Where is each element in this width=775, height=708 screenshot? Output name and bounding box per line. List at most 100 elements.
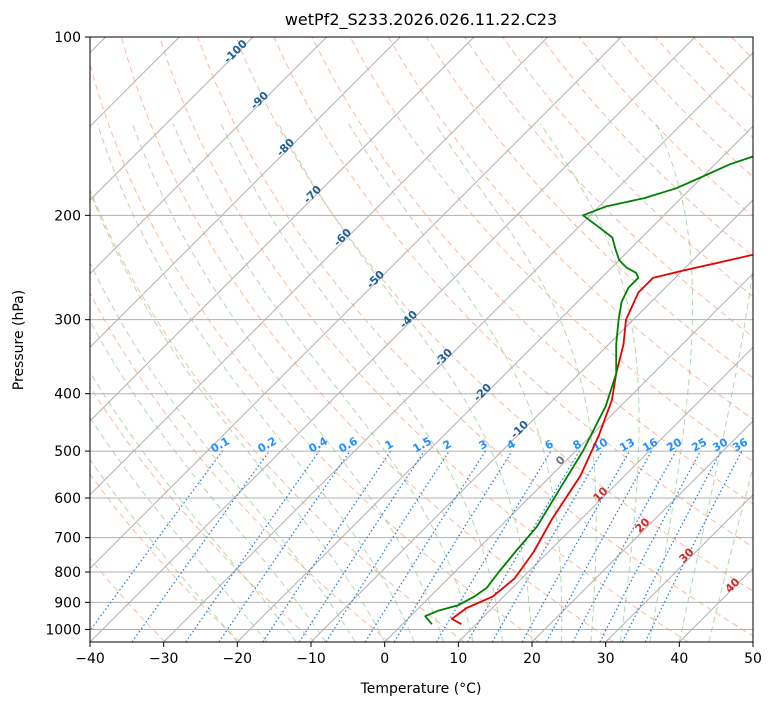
moist-adiabat-line <box>131 123 445 642</box>
dry-adiabat-line <box>90 62 540 642</box>
x-tick-label: 30 <box>597 651 615 667</box>
y-axis-label: Pressure (hPa) <box>11 290 27 390</box>
y-tick-label: 400 <box>54 387 81 403</box>
isotherm-line <box>605 493 753 642</box>
mixing-ratio-line <box>572 450 677 642</box>
mixing-ratio-line <box>298 450 425 642</box>
moist-adiabat-line <box>220 123 503 642</box>
mixing-ratio-label: 3 <box>477 437 490 452</box>
x-tick-label: −40 <box>75 651 105 667</box>
x-tick-label: 40 <box>670 651 688 667</box>
isotherm-label: 40 <box>723 575 743 595</box>
profile-lines <box>424 155 753 625</box>
dry-adiabat-line <box>464 37 753 338</box>
isotherm-line <box>678 567 753 642</box>
isotherm-line <box>310 199 753 642</box>
isotherm-label: 30 <box>677 545 697 565</box>
moist-adiabat-line <box>172 123 474 642</box>
mixing-ratio-label: 0.1 <box>209 434 232 455</box>
dry-adiabat-line <box>159 37 689 642</box>
x-tick-label: 50 <box>744 651 762 667</box>
isotherm-line <box>236 125 753 642</box>
x-tick-label: 20 <box>523 651 541 667</box>
isotherm-line <box>163 51 753 642</box>
y-tick-label: 100 <box>54 30 81 46</box>
mixing-ratio-line <box>218 450 351 642</box>
y-tick-label: 500 <box>54 444 81 460</box>
dry-adiabat-line <box>387 37 753 420</box>
y-tick-label: 700 <box>54 531 81 547</box>
chart-title: wetPf2_S233.2026.026.11.22.C23 <box>285 10 557 30</box>
mixing-ratio-line <box>185 450 320 642</box>
x-tick-label: −20 <box>223 651 253 667</box>
isotherm-line <box>90 37 549 496</box>
y-tick-label: 600 <box>54 491 81 507</box>
dry-adiabat-line <box>90 385 316 642</box>
mixing-ratio-line <box>521 450 631 642</box>
isotherm-label: -90 <box>248 89 271 112</box>
isotherm-line <box>90 37 401 349</box>
mixing-ratio-label: 1.5 <box>411 434 434 455</box>
x-axis-ticks: −40 −30 −20 −10 0 10 20 30 40 50 <box>75 642 762 667</box>
isotherm-label: -30 <box>432 346 455 369</box>
x-tick-label: −10 <box>296 651 326 667</box>
isotherm-line <box>457 346 753 642</box>
isotherm-line <box>90 37 254 201</box>
isotherm-label: -50 <box>364 268 387 291</box>
y-tick-label: 1000 <box>45 622 81 638</box>
dry-adiabat-line <box>425 37 753 379</box>
dry-adiabat-line <box>90 188 465 642</box>
x-axis-label: Temperature (°C) <box>360 681 482 697</box>
x-tick-label: −30 <box>149 651 179 667</box>
temperature-line <box>451 253 753 625</box>
dry-adiabat-line <box>654 37 753 139</box>
mixing-ratio-labels: 0.1 0.2 0.4 0.6 1 1.5 2 3 4 6 8 10 13 16 20 25 30 36 <box>209 434 751 455</box>
y-axis-ticks: 1000 900 800 700 600 500 400 300 200 100 <box>45 30 90 638</box>
isotherm-line <box>90 37 696 642</box>
background-lines <box>90 37 753 642</box>
dry-adiabat-line <box>90 292 390 642</box>
moist-adiabat-line <box>649 123 694 642</box>
dry-adiabat-line <box>120 37 614 642</box>
isotherm-line <box>90 37 475 422</box>
dry-adiabat-line <box>235 37 753 592</box>
mixing-ratio-line <box>644 450 743 642</box>
y-tick-label: 900 <box>54 595 81 611</box>
moist-adiabat-line <box>708 465 753 642</box>
isotherm-label: 10 <box>591 484 611 504</box>
isotherm-line <box>90 37 328 275</box>
y-tick-label: 200 <box>54 208 81 224</box>
y-tick-label: 800 <box>54 565 81 581</box>
dewpoint-line <box>424 155 753 625</box>
moist-adiabat-line <box>90 190 386 642</box>
x-tick-label: 0 <box>380 651 389 667</box>
dry-adiabat-line <box>349 37 753 462</box>
isotherm-label: -20 <box>471 381 494 404</box>
dry-adiabat-line <box>311 37 753 505</box>
mixing-ratio-line <box>393 450 513 642</box>
moist-adiabat-line <box>90 261 356 642</box>
isotherm-line <box>531 420 753 642</box>
isotherm-line <box>384 272 753 642</box>
moist-adiabat-line <box>96 123 415 642</box>
mixing-ratio-line <box>364 450 486 642</box>
isotherm-label: -60 <box>331 226 354 249</box>
moist-adiabat-line <box>539 123 640 642</box>
dry-adiabat-line <box>578 37 753 218</box>
isotherm-label: -80 <box>274 136 297 159</box>
mixing-ratio-label: 6 <box>543 437 556 452</box>
mixing-ratio-label: 2 <box>441 437 454 452</box>
dry-adiabat-line <box>90 473 241 642</box>
moist-adiabat-line <box>90 416 268 642</box>
moist-adiabat-line <box>278 123 533 642</box>
y-tick-label: 300 <box>54 313 81 329</box>
mixing-ratio-line <box>466 450 580 642</box>
dry-adiabat-line <box>273 37 753 548</box>
x-tick-label: 10 <box>449 651 467 667</box>
mixing-ratio-label: 0.2 <box>256 434 279 455</box>
isotherm-label: -70 <box>301 183 324 206</box>
mixing-ratio-line <box>545 450 653 642</box>
mixing-ratio-label: 0.4 <box>307 434 331 455</box>
moist-adiabat-line <box>434 123 597 642</box>
